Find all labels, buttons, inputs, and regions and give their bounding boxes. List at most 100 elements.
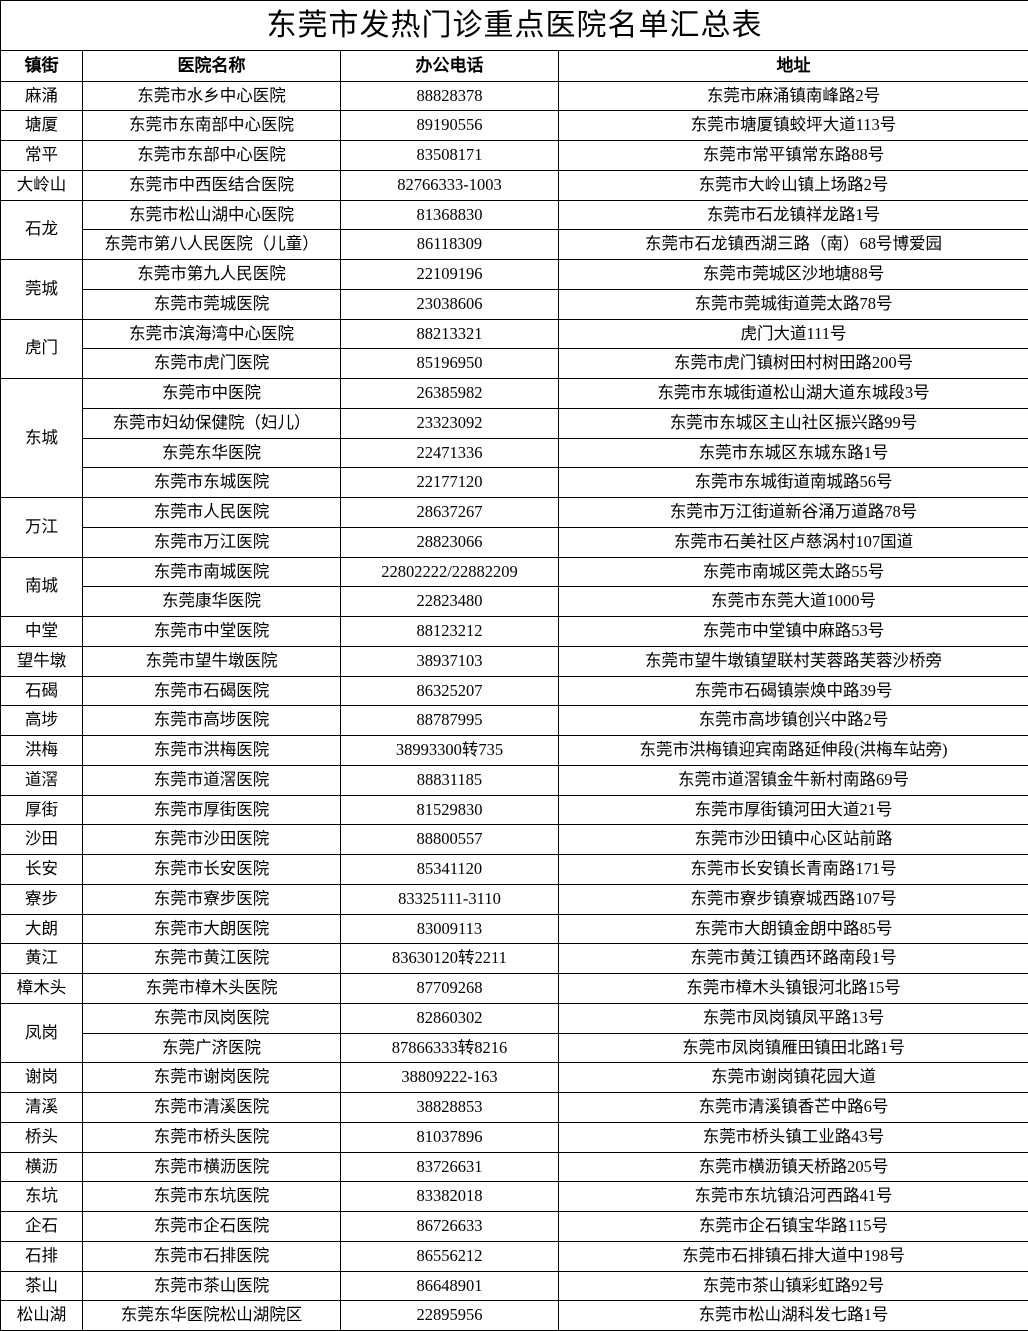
cell-hospital-name: 东莞市大朗医院 — [83, 914, 341, 944]
hospital-table-container: 东莞市发热门诊重点医院名单汇总表 镇街 医院名称 办公电话 地址 麻涌东莞市水乡… — [0, 0, 1028, 1331]
cell-hospital-name: 东莞市莞城医院 — [83, 289, 341, 319]
cell-town: 道滘 — [1, 765, 83, 795]
table-row: 沙田东莞市沙田医院88800557东莞市沙田镇中心区站前路 — [1, 825, 1028, 855]
cell-phone: 26385982 — [341, 379, 559, 409]
table-row: 东莞市东城医院22177120东莞市东城街道南城路56号 — [1, 468, 1028, 498]
cell-address: 东莞市石美社区卢慈涡村107国道 — [559, 527, 1028, 557]
cell-town: 万江 — [1, 498, 83, 558]
cell-address: 东莞市樟木头镇银河北路15号 — [559, 974, 1028, 1004]
table-title: 东莞市发热门诊重点医院名单汇总表 — [1, 1, 1028, 51]
cell-address: 东莞市石龙镇西湖三路（南）68号博爱园 — [559, 230, 1028, 260]
cell-phone: 88800557 — [341, 825, 559, 855]
cell-hospital-name: 东莞市东南部中心医院 — [83, 111, 341, 141]
cell-hospital-name: 东莞市东城医院 — [83, 468, 341, 498]
table-row: 麻涌东莞市水乡中心医院88828378东莞市麻涌镇南峰路2号 — [1, 81, 1028, 111]
cell-phone: 86118309 — [341, 230, 559, 260]
cell-hospital-name: 东莞市第九人民医院 — [83, 260, 341, 290]
table-row: 虎门东莞市滨海湾中心医院88213321虎门大道111号 — [1, 319, 1028, 349]
table-row: 茶山东莞市茶山医院86648901东莞市茶山镇彩虹路92号 — [1, 1271, 1028, 1301]
cell-phone: 83630120转2211 — [341, 944, 559, 974]
cell-address: 东莞市石碣镇崇焕中路39号 — [559, 676, 1028, 706]
cell-town: 长安 — [1, 855, 83, 885]
cell-hospital-name: 东莞市中堂医院 — [83, 617, 341, 647]
cell-address: 东莞市长安镇长青南路171号 — [559, 855, 1028, 885]
cell-phone: 88123212 — [341, 617, 559, 647]
table-row: 万江东莞市人民医院28637267东莞市万江街道新谷涌万道路78号 — [1, 498, 1028, 528]
cell-phone: 88828378 — [341, 81, 559, 111]
cell-town: 东坑 — [1, 1182, 83, 1212]
table-row: 东莞市第八人民医院（儿童）86118309东莞市石龙镇西湖三路（南）68号博爱园 — [1, 230, 1028, 260]
table-row: 谢岗东莞市谢岗医院38809222-163东莞市谢岗镇花园大道 — [1, 1063, 1028, 1093]
cell-town: 石碣 — [1, 676, 83, 706]
table-row: 洪梅东莞市洪梅医院38993300转735东莞市洪梅镇迎宾南路延伸段(洪梅车站旁… — [1, 736, 1028, 766]
table-row: 樟木头东莞市樟木头医院87709268东莞市樟木头镇银河北路15号 — [1, 974, 1028, 1004]
cell-hospital-name: 东莞广济医院 — [83, 1033, 341, 1063]
cell-hospital-name: 东莞市人民医院 — [83, 498, 341, 528]
cell-address: 东莞市石龙镇祥龙路1号 — [559, 200, 1028, 230]
header-phone: 办公电话 — [341, 51, 559, 82]
cell-phone: 85341120 — [341, 855, 559, 885]
cell-address: 东莞市东坑镇沿河西路41号 — [559, 1182, 1028, 1212]
cell-hospital-name: 东莞市桥头医院 — [83, 1122, 341, 1152]
cell-address: 东莞市凤岗镇雁田镇田北路1号 — [559, 1033, 1028, 1063]
cell-address: 东莞市黄江镇西环路南段1号 — [559, 944, 1028, 974]
cell-address: 东莞市东城区主山社区振兴路99号 — [559, 408, 1028, 438]
cell-hospital-name: 东莞市寮步医院 — [83, 884, 341, 914]
cell-address: 东莞市莞城区沙地塘88号 — [559, 260, 1028, 290]
table-row: 松山湖东莞东华医院松山湖院区22895956东莞市松山湖科发七路1号 — [1, 1301, 1028, 1331]
cell-town: 横沥 — [1, 1152, 83, 1182]
cell-phone: 88787995 — [341, 706, 559, 736]
cell-phone: 81037896 — [341, 1122, 559, 1152]
cell-phone: 85196950 — [341, 349, 559, 379]
table-row: 厚街东莞市厚街医院81529830东莞市厚街镇河田大道21号 — [1, 795, 1028, 825]
cell-town: 桥头 — [1, 1122, 83, 1152]
cell-phone: 23323092 — [341, 408, 559, 438]
header-addr: 地址 — [559, 51, 1028, 82]
cell-hospital-name: 东莞市企石医院 — [83, 1212, 341, 1242]
cell-phone: 22109196 — [341, 260, 559, 290]
cell-address: 东莞市沙田镇中心区站前路 — [559, 825, 1028, 855]
cell-phone: 82766333-1003 — [341, 170, 559, 200]
cell-hospital-name: 东莞市中西医结合医院 — [83, 170, 341, 200]
cell-town: 东城 — [1, 379, 83, 498]
table-body: 麻涌东莞市水乡中心医院88828378东莞市麻涌镇南峰路2号塘厦东莞市东南部中心… — [1, 81, 1028, 1331]
table-row: 道滘东莞市道滘医院88831185东莞市道滘镇金牛新村南路69号 — [1, 765, 1028, 795]
table-row: 中堂东莞市中堂医院88123212东莞市中堂镇中麻路53号 — [1, 617, 1028, 647]
cell-address: 东莞市中堂镇中麻路53号 — [559, 617, 1028, 647]
cell-hospital-name: 东莞市高埗医院 — [83, 706, 341, 736]
cell-town: 樟木头 — [1, 974, 83, 1004]
header-town: 镇街 — [1, 51, 83, 82]
cell-hospital-name: 东莞市中医院 — [83, 379, 341, 409]
table-row: 横沥东莞市横沥医院83726631东莞市横沥镇天桥路205号 — [1, 1152, 1028, 1182]
table-row: 黄江东莞市黄江医院83630120转2211东莞市黄江镇西环路南段1号 — [1, 944, 1028, 974]
header-row: 镇街 医院名称 办公电话 地址 — [1, 51, 1028, 82]
cell-phone: 83726631 — [341, 1152, 559, 1182]
cell-address: 东莞市高埗镇创兴中路2号 — [559, 706, 1028, 736]
cell-phone: 22823480 — [341, 587, 559, 617]
cell-town: 石龙 — [1, 200, 83, 260]
cell-address: 东莞市塘厦镇蛟坪大道113号 — [559, 111, 1028, 141]
cell-phone: 23038606 — [341, 289, 559, 319]
cell-town: 高埗 — [1, 706, 83, 736]
table-row: 东莞市妇幼保健院（妇儿）23323092东莞市东城区主山社区振兴路99号 — [1, 408, 1028, 438]
cell-phone: 38809222-163 — [341, 1063, 559, 1093]
table-row: 桥头东莞市桥头医院81037896东莞市桥头镇工业路43号 — [1, 1122, 1028, 1152]
cell-address: 东莞市寮步镇寮城西路107号 — [559, 884, 1028, 914]
table-row: 东莞市莞城医院23038606东莞市莞城街道莞太路78号 — [1, 289, 1028, 319]
cell-address: 东莞市望牛墩镇望联村芙蓉路芙蓉沙桥旁 — [559, 646, 1028, 676]
cell-hospital-name: 东莞市东坑医院 — [83, 1182, 341, 1212]
cell-phone: 28637267 — [341, 498, 559, 528]
cell-address: 东莞市东城区东城东路1号 — [559, 438, 1028, 468]
cell-town: 常平 — [1, 141, 83, 171]
cell-town: 中堂 — [1, 617, 83, 647]
cell-hospital-name: 东莞市石碣医院 — [83, 676, 341, 706]
table-row: 东莞市万江医院28823066东莞市石美社区卢慈涡村107国道 — [1, 527, 1028, 557]
cell-phone: 87866333转8216 — [341, 1033, 559, 1063]
cell-phone: 81368830 — [341, 200, 559, 230]
table-row: 寮步东莞市寮步医院83325111-3110东莞市寮步镇寮城西路107号 — [1, 884, 1028, 914]
cell-hospital-name: 东莞市望牛墩医院 — [83, 646, 341, 676]
cell-address: 东莞市常平镇常东路88号 — [559, 141, 1028, 171]
table-row: 东莞东华医院22471336东莞市东城区东城东路1号 — [1, 438, 1028, 468]
cell-address: 东莞市横沥镇天桥路205号 — [559, 1152, 1028, 1182]
cell-phone: 38937103 — [341, 646, 559, 676]
